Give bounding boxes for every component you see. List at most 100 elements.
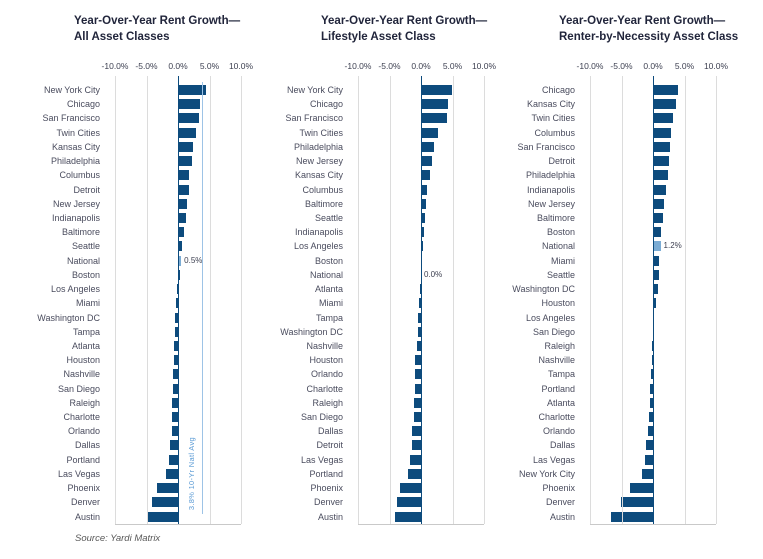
bar-row bbox=[358, 339, 484, 353]
bar bbox=[647, 426, 653, 437]
bar-row bbox=[115, 311, 241, 325]
bar bbox=[653, 227, 662, 238]
bar bbox=[178, 227, 184, 238]
gridline bbox=[358, 76, 359, 524]
bar bbox=[407, 468, 421, 479]
category-label: Washington DC bbox=[280, 326, 343, 337]
bar bbox=[172, 397, 178, 408]
gridline bbox=[452, 76, 454, 524]
category-labels: New York City Chicago San Francisco Twin Ci… bbox=[250, 83, 343, 524]
national-value-label: 0.5% bbox=[184, 255, 203, 265]
bar bbox=[421, 170, 431, 181]
bar bbox=[421, 212, 425, 223]
category-label: Dallas bbox=[549, 440, 575, 451]
bar-row bbox=[115, 296, 241, 310]
bar-row bbox=[590, 467, 716, 481]
bar bbox=[178, 127, 196, 138]
category-label: Indianapolis bbox=[526, 184, 575, 195]
category-label: National bbox=[309, 269, 343, 280]
bar bbox=[178, 198, 188, 209]
bar-row bbox=[590, 339, 716, 353]
category-label: Chicago bbox=[541, 85, 575, 95]
category-label: Kansas City bbox=[526, 99, 575, 110]
bar bbox=[630, 483, 653, 494]
bar bbox=[653, 255, 659, 266]
category-label: Orlando bbox=[310, 369, 343, 380]
bar bbox=[653, 298, 656, 309]
bar bbox=[421, 227, 424, 238]
category-label: Nashville bbox=[306, 340, 343, 351]
category-label: Twin Cities bbox=[531, 113, 575, 124]
category-labels: Chicago Kansas City Twin Cities Columbus San… bbox=[500, 83, 575, 524]
bar-row bbox=[115, 453, 241, 467]
bar bbox=[653, 113, 674, 124]
bar-row bbox=[590, 83, 716, 97]
bar bbox=[417, 326, 421, 337]
gridline bbox=[389, 76, 391, 524]
category-label: Raleigh bbox=[312, 397, 343, 408]
bar-row bbox=[358, 325, 484, 339]
bar bbox=[653, 141, 670, 152]
chart-title-line: All Asset Classes bbox=[74, 31, 170, 43]
category-label: Tampa bbox=[72, 326, 100, 337]
bar bbox=[168, 454, 178, 465]
gridline bbox=[209, 76, 211, 524]
bar-row bbox=[115, 467, 241, 481]
gridline bbox=[484, 76, 485, 524]
bar bbox=[414, 397, 421, 408]
bar-row bbox=[590, 396, 716, 410]
bar bbox=[174, 340, 178, 351]
category-label: Atlanta bbox=[71, 340, 100, 351]
bar-row bbox=[590, 410, 716, 424]
x-tick-label: 0.0% bbox=[643, 61, 663, 71]
bar-row bbox=[358, 225, 484, 239]
bar bbox=[649, 383, 653, 394]
category-label: San Diego bbox=[57, 383, 100, 394]
bar-row bbox=[358, 424, 484, 438]
category-label: San Francisco bbox=[285, 113, 343, 124]
bar-row bbox=[358, 154, 484, 168]
bar-row bbox=[358, 97, 484, 111]
category-label: Portland bbox=[66, 454, 100, 465]
national-average-label: 3.8% 10-Yr Natl Avg bbox=[187, 436, 196, 510]
chart-title-line: Year-Over-Year Rent Growth— bbox=[321, 15, 488, 27]
bar-row bbox=[358, 140, 484, 154]
category-label: Nashville bbox=[63, 369, 100, 380]
bar-row bbox=[590, 296, 716, 310]
category-label: Atlanta bbox=[314, 284, 343, 295]
category-label: Baltimore bbox=[536, 212, 575, 223]
category-label: Washington DC bbox=[512, 284, 575, 295]
category-label: San Diego bbox=[300, 412, 343, 423]
bar bbox=[178, 99, 201, 110]
bar-row bbox=[590, 211, 716, 225]
category-label: Houston bbox=[541, 298, 575, 309]
bar bbox=[418, 312, 421, 323]
category-label: Portland bbox=[309, 468, 343, 479]
bar bbox=[653, 212, 664, 223]
bar bbox=[415, 355, 421, 366]
bar-row: 0.5% bbox=[115, 254, 241, 268]
gridline bbox=[621, 76, 623, 524]
category-label: New Jersey bbox=[52, 198, 100, 209]
bar bbox=[417, 340, 421, 351]
category-label: National bbox=[541, 241, 575, 252]
bar bbox=[651, 369, 653, 380]
bar bbox=[414, 383, 421, 394]
bar-row bbox=[115, 367, 241, 381]
category-label: Miami bbox=[551, 255, 575, 266]
bar-row bbox=[358, 296, 484, 310]
category-label: Detroit bbox=[316, 440, 343, 451]
bar bbox=[421, 85, 452, 95]
category-label: Tampa bbox=[547, 369, 575, 380]
category-label: National bbox=[66, 255, 100, 266]
bar-row bbox=[358, 197, 484, 211]
bar bbox=[174, 326, 178, 337]
bar-row bbox=[358, 353, 484, 367]
bar bbox=[653, 99, 677, 110]
bar bbox=[178, 241, 183, 252]
bar-row bbox=[115, 168, 241, 182]
category-label: Seattle bbox=[314, 212, 343, 223]
bar bbox=[620, 497, 653, 508]
bar-row bbox=[358, 467, 484, 481]
category-label: Baltimore bbox=[304, 198, 343, 209]
